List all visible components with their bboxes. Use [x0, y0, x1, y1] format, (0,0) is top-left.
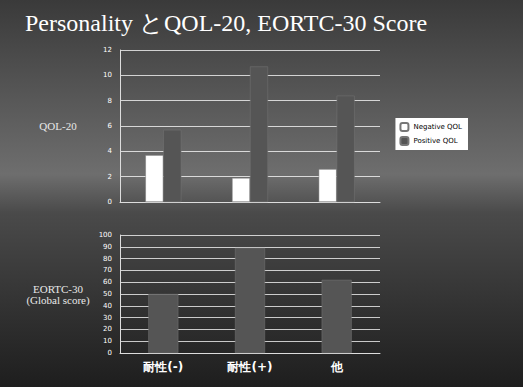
- svg-text:4: 4: [108, 147, 113, 155]
- svg-text:Negative QOL: Negative QOL: [413, 123, 462, 131]
- svg-text:20: 20: [103, 325, 112, 333]
- svg-text:60: 60: [103, 278, 112, 286]
- svg-text:0: 0: [108, 349, 112, 357]
- svg-text:他: 他: [330, 360, 344, 374]
- svg-text:80: 80: [103, 255, 112, 263]
- svg-text:Positive QOL: Positive QOL: [413, 137, 457, 145]
- svg-text:70: 70: [103, 266, 112, 274]
- svg-text:EORTC-30: EORTC-30: [33, 282, 83, 295]
- svg-text:30: 30: [103, 314, 112, 322]
- svg-text:50: 50: [103, 290, 112, 298]
- svg-text:100: 100: [99, 231, 112, 239]
- svg-text:8: 8: [108, 97, 112, 105]
- svg-text:40: 40: [103, 302, 112, 310]
- svg-text:6: 6: [108, 122, 113, 130]
- svg-text:QOL-20: QOL-20: [39, 120, 77, 132]
- svg-text:耐性(+): 耐性(+): [227, 360, 272, 374]
- svg-text:12: 12: [103, 46, 112, 54]
- svg-text:Personality とQOL-20, EORTC-30: Personality とQOL-20, EORTC-30 Score: [25, 10, 427, 36]
- svg-text:耐性(-): 耐性(-): [143, 360, 183, 374]
- svg-text:90: 90: [103, 243, 112, 251]
- svg-text:2: 2: [108, 173, 112, 181]
- svg-text:0: 0: [108, 198, 112, 206]
- svg-text:(Global score): (Global score): [26, 294, 90, 307]
- svg-text:10: 10: [103, 337, 112, 345]
- svg-text:10: 10: [103, 71, 112, 79]
